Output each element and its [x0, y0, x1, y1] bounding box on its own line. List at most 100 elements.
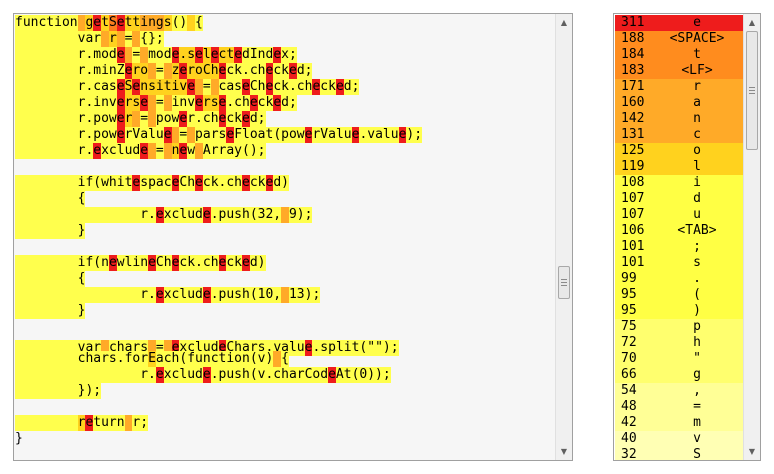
code-segment: =	[155, 143, 164, 159]
frequency-row[interactable]: 108 i	[615, 175, 744, 191]
frequency-row[interactable]: 160 a	[615, 95, 744, 111]
code-segment: t	[124, 15, 133, 31]
code-segment: e	[155, 367, 164, 383]
scroll-up-arrow-icon[interactable]: ▲	[560, 18, 568, 27]
frequency-row[interactable]: 183 <LF>	[615, 63, 744, 79]
code-line: }	[15, 223, 556, 239]
code-segment: nsitiv	[140, 79, 188, 95]
frequency-row[interactable]: 101 s	[615, 255, 744, 271]
code-segment: z	[171, 63, 180, 79]
code-segment	[15, 303, 78, 319]
code-segment	[15, 31, 78, 47]
frequency-count: 66	[621, 367, 637, 382]
frequency-row[interactable]: 72 h	[615, 335, 744, 351]
frequency-row[interactable]: 66 g	[615, 367, 744, 383]
frequency-row[interactable]: 99.	[615, 271, 744, 287]
code-segment	[210, 79, 219, 95]
code-segment: e	[124, 63, 133, 79]
code-segment: r.	[77, 143, 94, 159]
frequency-row[interactable]: 95)	[615, 303, 744, 319]
code-segment: e	[218, 340, 227, 356]
frequency-character: a	[693, 95, 701, 110]
character-frequency-panel[interactable]: 311 e 188 <SPACE> 184 t 183 <LF> 171 r 160 a 142 n 131…	[613, 13, 761, 461]
frequency-row[interactable]: 142 n	[615, 111, 744, 127]
frequency-character: v	[693, 431, 701, 446]
code-segment: e	[351, 127, 360, 143]
frequency-row[interactable]: 171 r	[615, 79, 744, 95]
scroll-down-arrow-icon[interactable]: ▼	[560, 447, 568, 456]
code-segment: i	[140, 15, 149, 31]
frequency-row[interactable]: 32 S	[615, 447, 744, 460]
code-segment: e	[116, 111, 125, 127]
frequency-row[interactable]: 42 m	[615, 415, 744, 431]
frequency-row[interactable]: 106 <TAB>	[615, 223, 744, 239]
code-view[interactable]: function getSettings() { var r = {}; r.m…	[15, 15, 556, 459]
frequency-row[interactable]: 125 o	[615, 143, 744, 159]
frequency-row[interactable]: 119 l	[615, 159, 744, 175]
code-segment	[187, 15, 196, 31]
frequency-scrollbar[interactable]: ▲ ▼	[743, 14, 760, 460]
code-segment: rs	[124, 95, 141, 111]
frequency-row[interactable]: 311 e	[615, 15, 744, 31]
code-line: function getSettings() {	[15, 15, 556, 31]
code-segment: e	[171, 175, 180, 191]
frequency-row[interactable]: 40 v	[615, 431, 744, 447]
frequency-row[interactable]: 70 "	[615, 351, 744, 367]
frequency-row[interactable]: 75 p	[615, 319, 744, 335]
frequency-row[interactable]: 101;	[615, 239, 744, 255]
code-segment: ck	[257, 95, 274, 111]
scroll-up-arrow-icon[interactable]: ▲	[748, 18, 756, 27]
frequency-character: <TAB>	[677, 223, 717, 238]
code-line: var chars = excludeChars.value.split("")…	[15, 335, 556, 356]
code-segment: rs	[202, 95, 219, 111]
frequency-row[interactable]: 54,	[615, 383, 744, 399]
code-segment: e	[242, 79, 250, 95]
frequency-row[interactable]: 188 <SPACE>	[615, 31, 744, 47]
code-scrollbar[interactable]: ▲ ▼	[555, 14, 572, 460]
frequency-count: 131	[621, 127, 645, 142]
code-segment: {	[281, 351, 289, 367]
code-segment: t	[132, 15, 141, 31]
code-segment: e	[273, 47, 282, 63]
code-segment	[187, 127, 196, 143]
code-line	[15, 399, 556, 415]
code-segment: =	[155, 340, 164, 356]
frequency-row[interactable]: 131 c	[615, 127, 744, 143]
code-segment	[15, 255, 78, 271]
code-segment: e	[304, 340, 313, 356]
code-segment: e	[93, 143, 102, 159]
code-segment: if(n	[77, 255, 109, 271]
frequency-row[interactable]: 184 t	[615, 47, 744, 63]
code-segment: .ch	[226, 95, 250, 111]
code-segment: =	[124, 31, 133, 47]
frequency-scroll-thumb[interactable]	[746, 31, 758, 151]
code-segment: spac	[140, 175, 172, 191]
code-segment: ck.ch	[226, 63, 266, 79]
frequency-row[interactable]: 95 (	[615, 287, 744, 303]
frequency-row[interactable]: 107 d	[615, 191, 744, 207]
code-segment	[15, 415, 78, 431]
code-segment	[15, 271, 78, 287]
code-segment: S	[108, 15, 117, 31]
code-segment: r.	[140, 367, 156, 383]
code-segment: e	[171, 340, 180, 356]
scroll-down-arrow-icon[interactable]: ▼	[748, 447, 756, 456]
code-segment: chars.for	[77, 351, 149, 367]
code-scroll-thumb[interactable]	[558, 266, 570, 299]
code-segment: e	[335, 79, 344, 95]
code-segment: e	[85, 415, 94, 431]
code-segment: t	[101, 15, 109, 31]
frequency-row[interactable]: 107 u	[615, 207, 744, 223]
code-segment: e	[116, 15, 125, 31]
code-segment: =	[155, 63, 164, 79]
code-segment	[15, 367, 141, 383]
code-segment	[148, 95, 156, 111]
code-segment: r	[77, 415, 86, 431]
code-segment: e	[195, 47, 203, 63]
frequency-character: )	[693, 303, 701, 318]
code-segment: r;	[132, 415, 149, 431]
code-heatmap-panel[interactable]: function getSettings() { var r = {}; r.m…	[13, 13, 573, 461]
frequency-count: 171	[621, 79, 645, 94]
code-segment	[195, 79, 203, 95]
frequency-row[interactable]: 48 =	[615, 399, 744, 415]
